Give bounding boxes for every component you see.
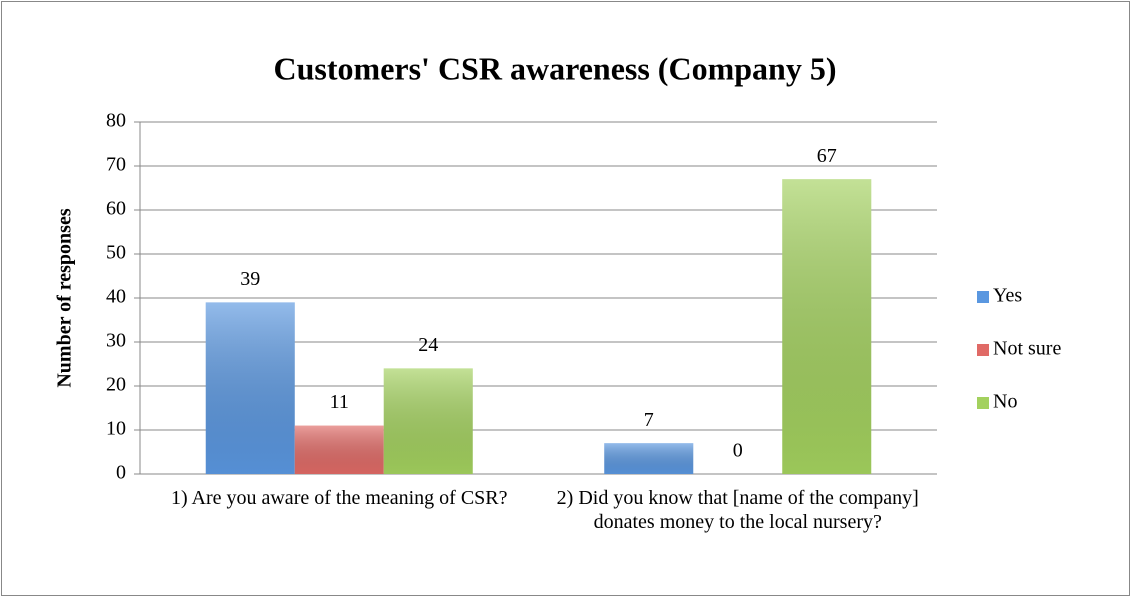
bar-shine [604,443,694,474]
bar-shine [205,302,295,474]
legend-label: Not sure [993,338,1061,360]
data-label: 0 [733,440,743,462]
y-tick-label: 70 [106,154,126,176]
data-label: 24 [418,334,438,356]
x-tick-label: 1) Are you aware of the meaning of CSR? [170,487,508,509]
y-tick-label: 40 [106,286,126,308]
chart-title: Customers' CSR awareness (Company 5) [274,50,837,86]
legend-swatch [977,291,989,303]
y-tick-label: 30 [106,330,126,352]
bar-shine [294,425,384,474]
bar-shine [383,368,473,474]
y-tick-label: 80 [106,110,126,132]
y-tick-label: 10 [106,418,126,440]
legend-label: No [993,391,1017,413]
legend-swatch [977,344,989,356]
legend-swatch [977,397,989,409]
bar-shine [782,179,872,474]
legend-label: Yes [993,285,1022,307]
data-label: 67 [817,145,837,167]
y-tick-label: 0 [116,462,126,484]
y-tick-label: 20 [106,374,126,396]
y-axis-label: Number of responses [54,208,76,387]
data-label: 39 [240,268,260,290]
y-tick-label: 50 [106,242,126,264]
y-tick-label: 60 [106,198,126,220]
x-tick-label: 2) Did you know that [name of the compan… [556,487,919,533]
data-label: 7 [644,409,654,431]
data-label: 11 [330,391,349,413]
